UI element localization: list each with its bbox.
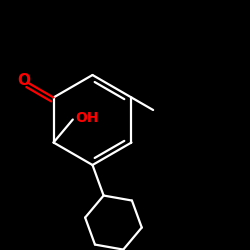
Text: O: O — [17, 73, 30, 88]
Text: OH: OH — [75, 111, 98, 125]
